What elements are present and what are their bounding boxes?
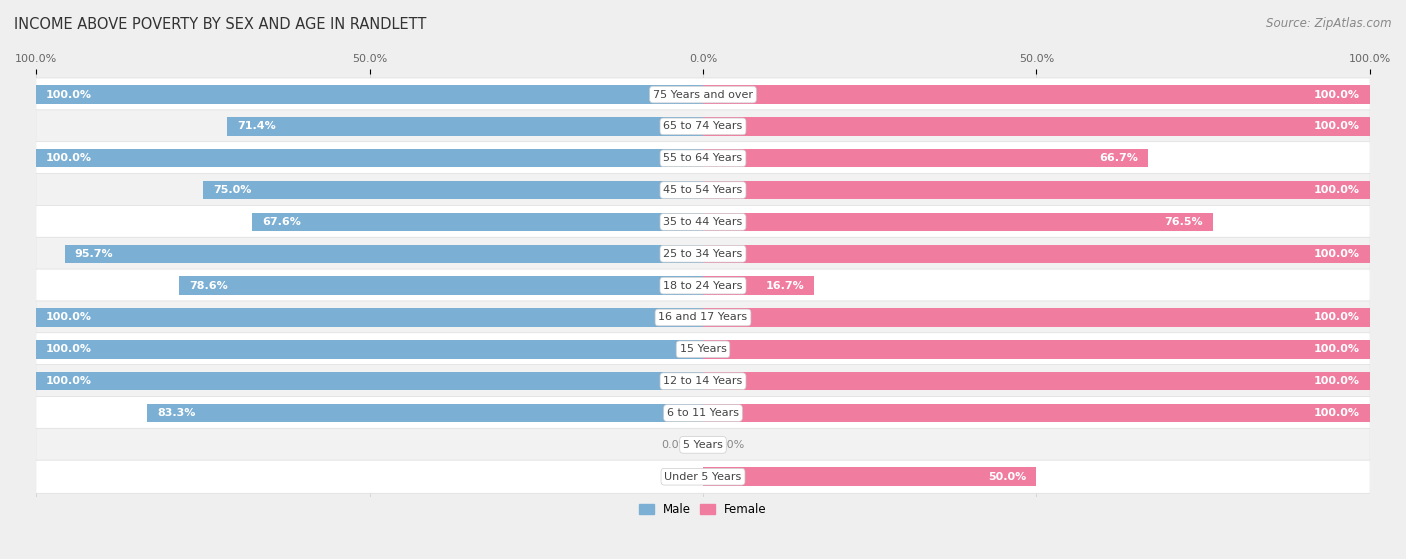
Bar xyxy=(37,308,703,326)
Bar xyxy=(703,276,814,295)
Bar xyxy=(179,276,703,295)
Text: 5 Years: 5 Years xyxy=(683,440,723,450)
Text: 100.0%: 100.0% xyxy=(1313,89,1360,100)
Text: 15 Years: 15 Years xyxy=(679,344,727,354)
Bar xyxy=(703,340,1369,358)
Text: 83.3%: 83.3% xyxy=(157,408,195,418)
Text: 100.0%: 100.0% xyxy=(1313,121,1360,131)
Text: 35 to 44 Years: 35 to 44 Years xyxy=(664,217,742,227)
Text: 100.0%: 100.0% xyxy=(1313,408,1360,418)
FancyBboxPatch shape xyxy=(37,269,1369,302)
FancyBboxPatch shape xyxy=(37,460,1369,493)
Text: 65 to 74 Years: 65 to 74 Years xyxy=(664,121,742,131)
Text: 25 to 34 Years: 25 to 34 Years xyxy=(664,249,742,259)
Text: 76.5%: 76.5% xyxy=(1164,217,1204,227)
FancyBboxPatch shape xyxy=(37,173,1369,207)
FancyBboxPatch shape xyxy=(37,396,1369,429)
Bar xyxy=(703,308,1369,326)
Text: 100.0%: 100.0% xyxy=(46,153,93,163)
Text: 78.6%: 78.6% xyxy=(188,281,228,291)
Text: 100.0%: 100.0% xyxy=(1313,312,1360,323)
Text: 100.0%: 100.0% xyxy=(1313,344,1360,354)
FancyBboxPatch shape xyxy=(37,301,1369,334)
Text: 55 to 64 Years: 55 to 64 Years xyxy=(664,153,742,163)
FancyBboxPatch shape xyxy=(37,428,1369,461)
FancyBboxPatch shape xyxy=(37,364,1369,398)
Text: 100.0%: 100.0% xyxy=(1313,376,1360,386)
FancyBboxPatch shape xyxy=(37,333,1369,366)
Text: 45 to 54 Years: 45 to 54 Years xyxy=(664,185,742,195)
Text: 100.0%: 100.0% xyxy=(46,89,93,100)
Bar xyxy=(37,372,703,390)
Bar xyxy=(703,372,1369,390)
Legend: Male, Female: Male, Female xyxy=(634,499,772,521)
Text: 75.0%: 75.0% xyxy=(212,185,252,195)
Text: 100.0%: 100.0% xyxy=(1313,249,1360,259)
Text: Under 5 Years: Under 5 Years xyxy=(665,472,741,482)
FancyBboxPatch shape xyxy=(37,237,1369,271)
Text: 66.7%: 66.7% xyxy=(1099,153,1137,163)
Bar xyxy=(37,149,703,168)
Text: 16 and 17 Years: 16 and 17 Years xyxy=(658,312,748,323)
Text: 0.0%: 0.0% xyxy=(661,440,690,450)
Bar xyxy=(703,404,1369,422)
Bar xyxy=(202,181,703,200)
Bar xyxy=(226,117,703,136)
FancyBboxPatch shape xyxy=(37,110,1369,143)
Text: 95.7%: 95.7% xyxy=(75,249,114,259)
FancyBboxPatch shape xyxy=(37,141,1369,175)
Bar xyxy=(703,213,1213,231)
Bar xyxy=(37,86,703,104)
Text: 0.0%: 0.0% xyxy=(661,472,690,482)
Text: 18 to 24 Years: 18 to 24 Years xyxy=(664,281,742,291)
Text: 100.0%: 100.0% xyxy=(1313,185,1360,195)
Text: 100.0%: 100.0% xyxy=(46,312,93,323)
Text: 6 to 11 Years: 6 to 11 Years xyxy=(666,408,740,418)
Text: INCOME ABOVE POVERTY BY SEX AND AGE IN RANDLETT: INCOME ABOVE POVERTY BY SEX AND AGE IN R… xyxy=(14,17,426,32)
Bar xyxy=(148,404,703,422)
Text: 16.7%: 16.7% xyxy=(766,281,804,291)
Bar xyxy=(703,117,1369,136)
Text: Source: ZipAtlas.com: Source: ZipAtlas.com xyxy=(1267,17,1392,30)
Bar xyxy=(703,181,1369,200)
Text: 12 to 14 Years: 12 to 14 Years xyxy=(664,376,742,386)
Bar xyxy=(252,213,703,231)
Bar xyxy=(703,86,1369,104)
Bar xyxy=(703,244,1369,263)
Bar xyxy=(703,467,1036,486)
Bar xyxy=(65,244,703,263)
Text: 67.6%: 67.6% xyxy=(262,217,301,227)
Text: 100.0%: 100.0% xyxy=(46,376,93,386)
FancyBboxPatch shape xyxy=(37,205,1369,239)
Text: 0.0%: 0.0% xyxy=(716,440,745,450)
Text: 100.0%: 100.0% xyxy=(46,344,93,354)
Text: 71.4%: 71.4% xyxy=(236,121,276,131)
Bar xyxy=(703,149,1147,168)
Text: 50.0%: 50.0% xyxy=(988,472,1026,482)
FancyBboxPatch shape xyxy=(37,78,1369,111)
Text: 75 Years and over: 75 Years and over xyxy=(652,89,754,100)
Bar xyxy=(37,340,703,358)
